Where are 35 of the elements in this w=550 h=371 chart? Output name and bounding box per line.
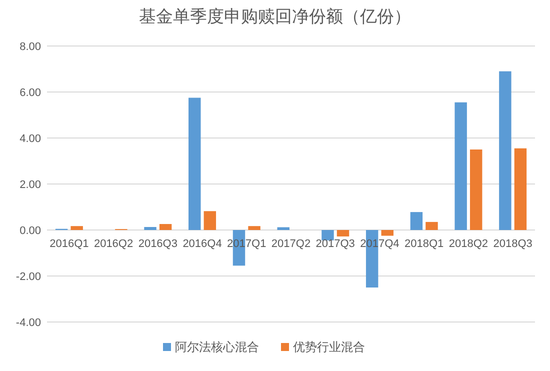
x-tick-label: 2016Q4 [182,238,222,250]
y-tick-label: -2.00 [16,271,41,283]
x-tick-label: 2016Q2 [94,238,134,250]
bar [144,227,156,230]
legend-label: 优势行业混合 [293,340,365,354]
y-tick-label: 6.00 [20,87,41,99]
chart-title: 基金单季度申购赎回净份额（亿份） [139,7,411,26]
bar [188,98,201,230]
x-tick-label: 2017Q3 [316,238,355,250]
x-tick-label: 2016Q1 [50,238,89,250]
bar [322,230,334,240]
bar [248,226,260,230]
bar [204,211,216,230]
bar [470,150,482,230]
bar [514,148,527,230]
x-tick-label: 2018Q2 [448,238,488,250]
bar [381,230,394,236]
bar [70,226,83,230]
y-tick-label: 2.00 [20,179,41,191]
x-tick-label: 2018Q3 [493,238,532,250]
bar [277,227,290,230]
x-tick-label: 2016Q3 [138,238,178,250]
x-tick-label: 2017Q2 [271,238,311,250]
y-tick-label: 0.00 [20,225,41,237]
y-tick-label: 4.00 [20,133,41,145]
bar [336,230,350,236]
y-tick-label: 8.00 [20,41,41,53]
bar [499,71,512,230]
bar [426,222,438,230]
x-tick-label: 2018Q1 [404,238,444,250]
bar [159,224,172,230]
y-tick-label: -4.00 [16,317,41,329]
bar [454,102,467,230]
bar [410,212,423,230]
legend-label: 阿尔法核心混合 [175,340,259,354]
